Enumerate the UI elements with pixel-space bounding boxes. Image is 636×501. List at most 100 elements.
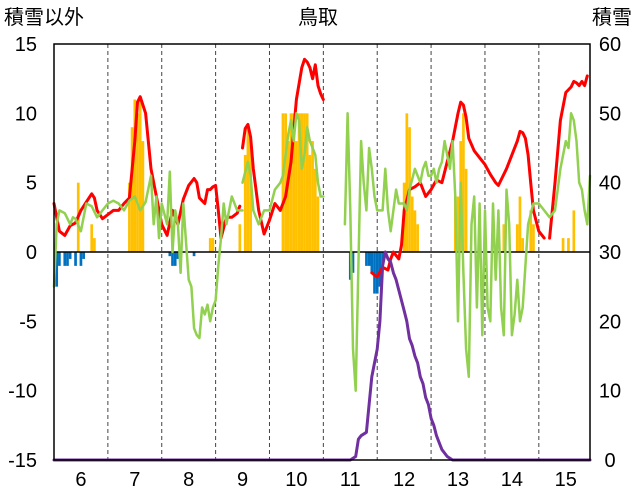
- y-tick-label-right: 20: [599, 311, 621, 333]
- series-line: [52, 170, 244, 340]
- bar: [532, 224, 535, 252]
- y-tick-label-right: 0: [604, 450, 615, 472]
- bar: [300, 113, 304, 252]
- series-line: [321, 250, 592, 462]
- chart-title: 鳥取: [298, 6, 338, 29]
- bar: [249, 141, 252, 252]
- bar: [208, 238, 212, 252]
- series-line: [241, 57, 325, 236]
- tick-layer: 6 7 8 9 10 11 12 13 14 15 -15 -10 -5 0 5 10 15 0 10 20 30 40 5…: [8, 34, 621, 491]
- bar: [515, 224, 519, 252]
- bar: [308, 154, 312, 252]
- bar: [561, 238, 565, 252]
- y-tick-label-right: 10: [599, 381, 621, 403]
- bar: [351, 252, 355, 273]
- bar: [93, 238, 96, 252]
- y-tick-label-right: 40: [599, 173, 621, 195]
- y-tick-label-left: 0: [26, 242, 37, 264]
- bar: [128, 182, 131, 252]
- bar: [55, 252, 59, 287]
- bar: [176, 252, 180, 259]
- bar: [303, 113, 306, 252]
- bar: [572, 210, 576, 252]
- x-tick-label: 10: [285, 469, 307, 491]
- bar: [286, 141, 290, 252]
- bar: [281, 113, 285, 252]
- bar: [82, 252, 85, 259]
- bar: [58, 252, 61, 266]
- bar: [375, 252, 379, 294]
- bar: [79, 252, 83, 266]
- bar: [567, 238, 570, 252]
- bar: [316, 196, 320, 252]
- grid-layer: [107, 44, 540, 460]
- bar: [246, 127, 250, 252]
- plot-frame: [53, 43, 591, 461]
- y-tick-label-left: 5: [26, 173, 37, 195]
- x-tick-label: 12: [393, 469, 415, 491]
- y-tick-label-left: -15: [8, 450, 37, 472]
- bar: [90, 224, 94, 252]
- bar: [243, 154, 247, 252]
- bar: [521, 238, 525, 252]
- bar: [405, 113, 409, 252]
- bar: [410, 196, 414, 252]
- bar: [211, 238, 215, 252]
- y-axis-label-right: 積雪: [592, 6, 632, 29]
- bar: [456, 196, 460, 252]
- bar: [171, 252, 174, 266]
- x-tick-label: 15: [555, 469, 577, 491]
- bar: [292, 113, 296, 252]
- bar: [416, 224, 419, 252]
- series-line: [343, 112, 592, 392]
- bar: [502, 224, 506, 252]
- bar: [305, 113, 309, 252]
- bar: [295, 141, 298, 252]
- bar: [462, 113, 465, 252]
- y-axis-label-left: 積雪以外: [4, 6, 84, 29]
- x-tick-label: 13: [447, 469, 469, 491]
- bar: [365, 252, 368, 266]
- bar: [529, 210, 533, 252]
- y-tick-label-left: -5: [19, 311, 37, 333]
- bar: [373, 252, 376, 294]
- bar: [133, 99, 137, 252]
- bar: [238, 224, 242, 252]
- bar: [74, 252, 77, 266]
- x-tick-label: 11: [340, 469, 361, 491]
- bar: [289, 113, 293, 252]
- bar: [192, 252, 196, 257]
- series-line: [548, 74, 589, 240]
- bar: [168, 252, 172, 257]
- bar: [370, 252, 374, 273]
- bar: [518, 196, 522, 252]
- bar: [130, 127, 134, 252]
- bar: [136, 113, 139, 252]
- bar: [66, 252, 69, 266]
- bar: [63, 252, 67, 266]
- bar: [68, 252, 72, 259]
- x-tick-label: 6: [75, 469, 86, 491]
- bar: [413, 210, 417, 252]
- bar: [284, 113, 287, 252]
- series-line: [52, 95, 242, 240]
- bar: [141, 141, 145, 252]
- x-tick-label: 9: [237, 469, 248, 491]
- y-tick-label-right: 30: [599, 242, 621, 264]
- series-line: [370, 100, 546, 279]
- y-tick-label-left: -10: [8, 381, 37, 403]
- x-tick-label: 7: [129, 469, 140, 491]
- y-tick-label-right: 60: [599, 34, 621, 56]
- bar: [464, 168, 468, 252]
- bar: [313, 168, 317, 252]
- bar: [367, 252, 371, 266]
- bar: [297, 113, 301, 252]
- y-tick-label-left: 10: [15, 103, 37, 125]
- y-tick-label-right: 50: [599, 103, 621, 125]
- series-line: [241, 112, 325, 226]
- bar: [311, 141, 314, 252]
- bar: [138, 99, 142, 252]
- x-tick-label: 14: [501, 469, 523, 491]
